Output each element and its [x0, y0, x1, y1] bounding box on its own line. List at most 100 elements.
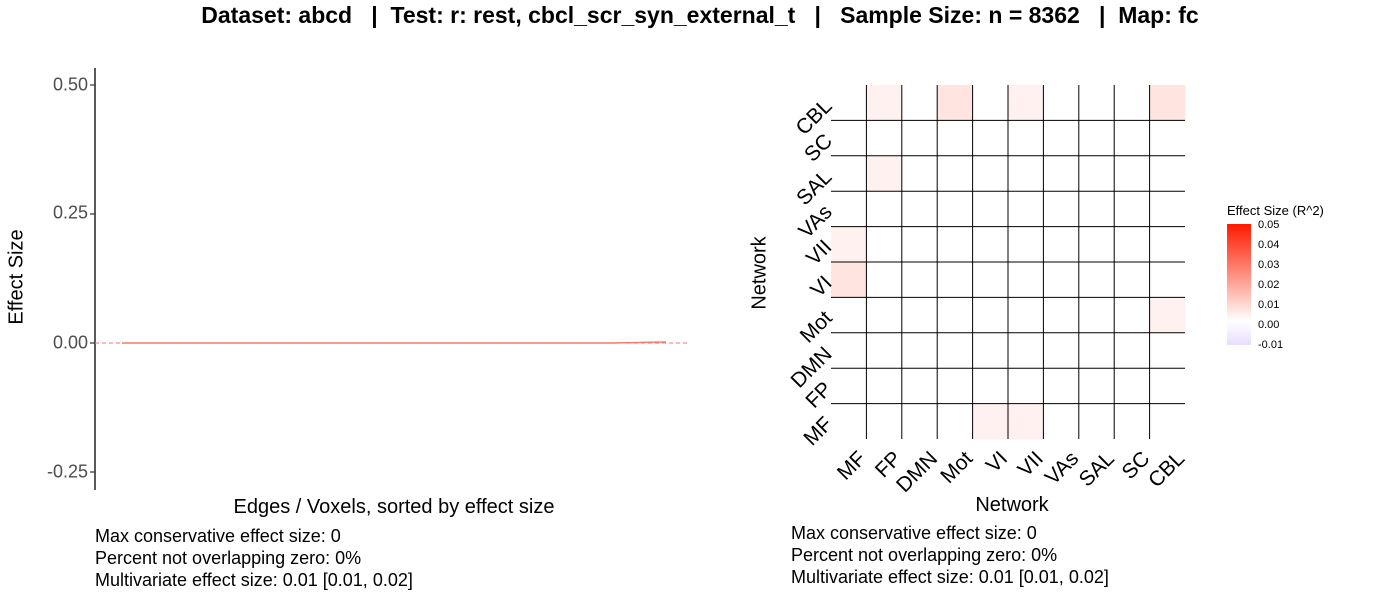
- legend-tick-label: -0.01: [1258, 339, 1284, 351]
- heatmap-cell: [1078, 226, 1115, 263]
- heatmap-cell: [1043, 262, 1080, 298]
- heatmap-cell: [1149, 332, 1186, 369]
- heatmap-cell: [1043, 226, 1080, 263]
- heatmap-cell: [1043, 297, 1080, 334]
- heatmap-cell: [1078, 120, 1115, 157]
- heatmap-cell: [1043, 368, 1080, 405]
- legend-tick-label: 0.03: [1258, 259, 1280, 271]
- right-footer: Max conservative effect size: 0 Percent …: [791, 522, 1109, 588]
- heatmap-cell: [972, 226, 1009, 263]
- heatmap-cell: [937, 191, 974, 228]
- heatmap-cell: [831, 262, 867, 298]
- heatmap-cell: [1114, 155, 1151, 192]
- heatmap-cell: [1114, 226, 1151, 263]
- heatmap-cell: [1114, 332, 1151, 369]
- heatmap-cell: [1008, 85, 1044, 121]
- heatmap-cell: [1149, 120, 1186, 157]
- heatmap-cell: [901, 368, 938, 405]
- heatmap-cell: [972, 332, 1009, 369]
- heatmap-cell: [866, 332, 903, 369]
- y-tick-label: 0.50: [52, 74, 88, 95]
- heatmap-cell: [831, 332, 867, 369]
- heatmap-cell: [972, 155, 1009, 192]
- left-x-axis-label: Edges / Voxels, sorted by effect size: [233, 496, 555, 518]
- heatmap-cell: [937, 155, 974, 192]
- chart-title: Dataset: abcd | Test: r: rest, cbcl_scr_…: [201, 2, 1199, 28]
- heatmap-cell: [1114, 262, 1151, 298]
- heatmap-cell: [1149, 297, 1186, 334]
- heatmap-cell: [901, 297, 938, 334]
- heatmap-cell: [1114, 85, 1151, 121]
- heatmap-cell: [901, 226, 938, 263]
- heatmap-cell: [937, 332, 974, 369]
- heatmap-cell: [1008, 226, 1044, 263]
- heatmap-cell: [866, 226, 903, 263]
- heatmap-cell: [1149, 226, 1186, 263]
- heatmap-cell: [1149, 191, 1186, 228]
- heatmap-cell: [972, 297, 1009, 334]
- heatmap-cell: [1078, 191, 1115, 228]
- heatmap-cell: [1008, 368, 1044, 405]
- heatmap-cell: [1078, 332, 1115, 369]
- footer-line: Percent not overlapping zero: 0%: [95, 548, 362, 568]
- heatmap-cell: [1078, 262, 1115, 298]
- heatmap-cell: [1008, 262, 1044, 298]
- legend-tick-label: 0.05: [1258, 219, 1280, 231]
- footer-line: Multivariate effect size: 0.01 [0.01, 0.…: [791, 567, 1109, 587]
- effect-size-line: [122, 341, 667, 344]
- heatmap-cell: [866, 120, 903, 157]
- heatmap-cell: [1078, 403, 1115, 440]
- heatmap-cell: [1008, 155, 1044, 192]
- legend-title: Effect Size (R^2): [1227, 203, 1324, 218]
- heatmap-cell: [1043, 85, 1080, 121]
- heatmap-cell: [1078, 85, 1115, 121]
- heatmap-cell: [1008, 120, 1044, 157]
- heatmap-cell: [1114, 120, 1151, 157]
- heatmap-cell: [972, 368, 1009, 405]
- heatmap-cell: [972, 403, 1009, 440]
- heatmap-cell: [1114, 368, 1151, 405]
- heatmap-cell: [1008, 403, 1044, 440]
- heatmap-cell: [1043, 120, 1080, 157]
- heatmap-x-axis-label: Network: [975, 494, 1049, 516]
- heatmap-cell: [831, 191, 867, 228]
- heatmap-cell: [937, 85, 974, 121]
- heatmap-cell: [972, 262, 1009, 298]
- heatmap-cell: [831, 403, 867, 440]
- heatmap-cell: [866, 85, 903, 121]
- footer-line: Percent not overlapping zero: 0%: [791, 545, 1058, 565]
- legend-tick-label: 0.01: [1258, 299, 1280, 311]
- heatmap-cell: [866, 297, 903, 334]
- heatmap-cell: [901, 332, 938, 369]
- heatmap-cell: [1008, 191, 1044, 228]
- heatmap-cell: [866, 368, 903, 405]
- heatmap-cell: [831, 120, 867, 157]
- heatmap-cell: [901, 120, 938, 157]
- heatmap-cell: [901, 262, 938, 298]
- y-tick-label: 0.25: [52, 202, 88, 223]
- heatmap-cell: [1008, 332, 1044, 369]
- heatmap-cell: [831, 226, 867, 263]
- heatmap-cell: [937, 262, 974, 298]
- heatmap-cell: [866, 403, 903, 440]
- heatmap-cell: [866, 191, 903, 228]
- y-tick-label: -0.25: [46, 461, 88, 482]
- heatmap-cell: [1149, 403, 1186, 440]
- heatmap-cell: [1078, 155, 1115, 192]
- heatmap-cell: [901, 403, 938, 440]
- footer-line: Max conservative effect size: 0: [791, 523, 1037, 543]
- heatmap-cell: [972, 191, 1009, 228]
- heatmap-cell: [831, 368, 867, 405]
- legend-tick-label: 0.00: [1258, 319, 1280, 331]
- legend-colorbar: [1227, 224, 1251, 345]
- heatmap-cell: [937, 226, 974, 263]
- heatmap-cell: [1078, 368, 1115, 405]
- heatmap-cell: [866, 155, 903, 192]
- heatmap-cell: [1149, 85, 1186, 121]
- heatmap-cell: [1043, 332, 1080, 369]
- heatmap-cell: [901, 155, 938, 192]
- heatmap-cell: [937, 403, 974, 440]
- heatmap-cell: [1149, 155, 1186, 192]
